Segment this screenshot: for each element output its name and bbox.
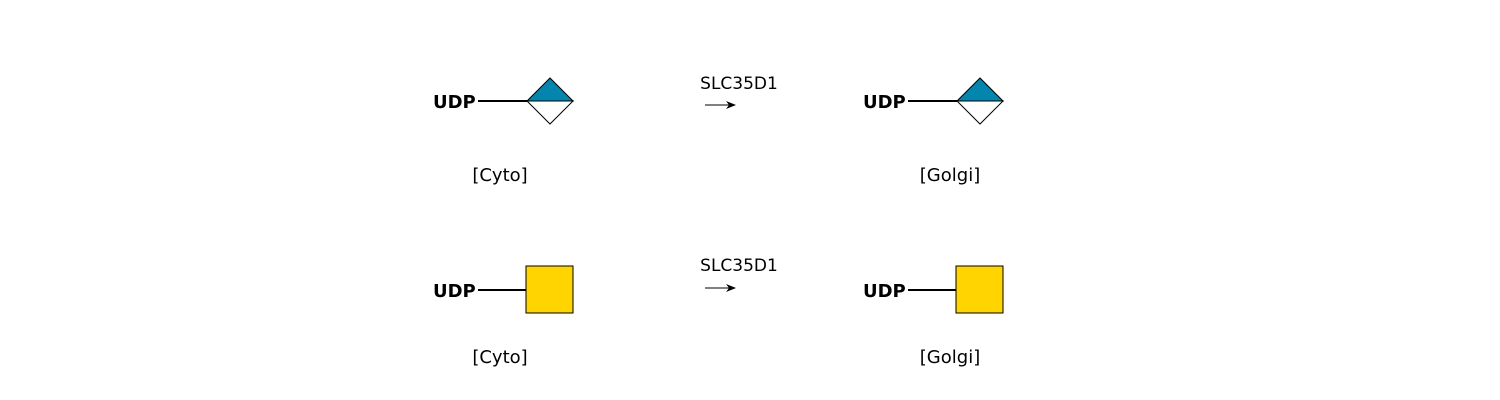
compartment-label-cyto: [Cyto] — [472, 347, 527, 368]
reaction-row-1: UDP [Cyto] SLC35D1 UDP [Golgi] — [433, 74, 1005, 186]
transport-step-2: SLC35D1 — [700, 256, 778, 292]
reaction-row-2: UDP [Cyto] SLC35D1 UDP [Golgi] — [433, 256, 1004, 368]
half-filled-diamond-icon — [955, 77, 1005, 125]
enzyme-label: SLC35D1 — [700, 74, 778, 94]
enzyme-label: SLC35D1 — [700, 256, 778, 276]
substrate-1: UDP [Cyto] — [433, 77, 575, 186]
yellow-square-icon — [955, 265, 1004, 314]
product-2: UDP [Golgi] — [863, 265, 1004, 368]
substrate-2: UDP [Cyto] — [433, 265, 574, 368]
compartment-label-golgi: [Golgi] — [920, 347, 980, 368]
half-filled-diamond-icon — [525, 77, 575, 125]
compartment-label-cyto: [Cyto] — [472, 165, 527, 186]
yellow-square-icon — [525, 265, 574, 314]
product-1: UDP [Golgi] — [863, 77, 1005, 186]
compartment-label-golgi: [Golgi] — [920, 165, 980, 186]
udp-label: UDP — [863, 281, 906, 302]
udp-label: UDP — [433, 92, 476, 113]
udp-label: UDP — [433, 281, 476, 302]
udp-label: UDP — [863, 92, 906, 113]
transport-step-1: SLC35D1 — [700, 74, 778, 109]
